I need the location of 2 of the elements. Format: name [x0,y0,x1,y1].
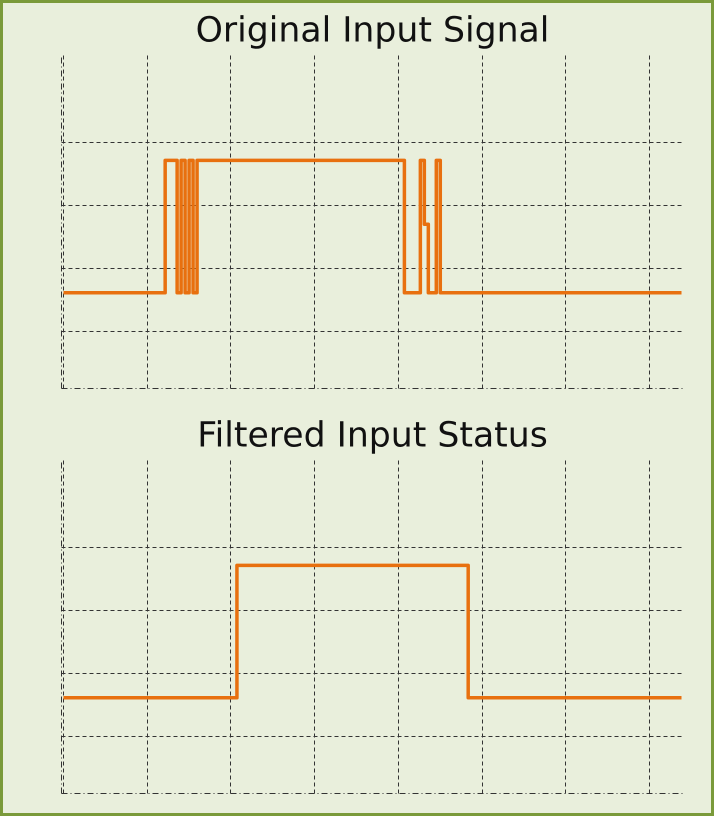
chart-title: Original Input Signal [196,10,550,50]
chart-title: Filtered Input Status [197,416,548,456]
